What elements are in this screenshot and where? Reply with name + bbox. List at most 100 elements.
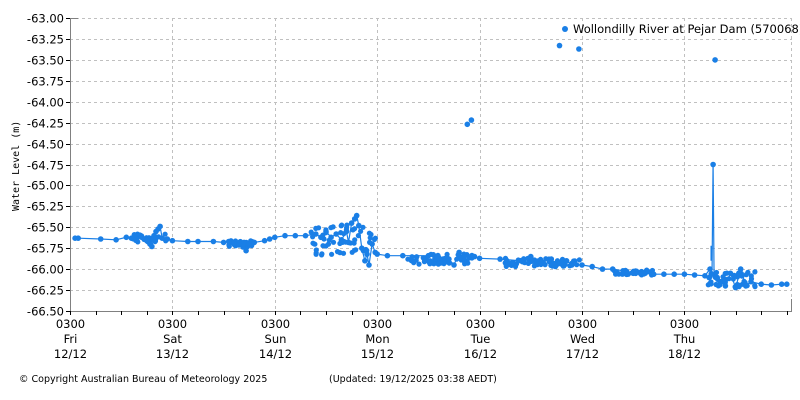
data-point bbox=[425, 252, 432, 259]
data-point bbox=[318, 234, 324, 241]
svg-text:16/12: 16/12 bbox=[464, 347, 497, 361]
svg-text:0300: 0300 bbox=[56, 317, 85, 331]
data-point bbox=[251, 239, 258, 246]
y-tick-label: -64.25 bbox=[27, 117, 64, 131]
data-point bbox=[528, 253, 534, 260]
data-point bbox=[748, 278, 754, 285]
data-point bbox=[768, 282, 775, 288]
data-point bbox=[497, 256, 503, 262]
data-point bbox=[328, 234, 334, 241]
data-point bbox=[517, 258, 524, 264]
copyright-text: © Copyright Australian Bureau of Meteoro… bbox=[19, 374, 268, 385]
data-point bbox=[292, 232, 299, 239]
data-point bbox=[589, 263, 595, 270]
svg-text:14/12: 14/12 bbox=[259, 347, 292, 361]
svg-text:13/12: 13/12 bbox=[156, 347, 189, 361]
data-point bbox=[159, 235, 165, 241]
data-point bbox=[650, 271, 657, 278]
svg-text:0300: 0300 bbox=[670, 317, 699, 331]
data-point bbox=[661, 271, 667, 278]
data-point bbox=[220, 239, 227, 246]
data-point bbox=[366, 262, 372, 268]
data-point bbox=[169, 237, 176, 244]
data-point bbox=[461, 258, 468, 264]
data-point bbox=[356, 222, 362, 229]
data-point bbox=[333, 231, 340, 237]
data-point bbox=[737, 266, 744, 272]
data-point bbox=[558, 259, 565, 266]
data-point bbox=[246, 241, 252, 247]
series-wollondilly-river[interactable] bbox=[72, 42, 790, 291]
data-point bbox=[128, 235, 135, 241]
data-point bbox=[266, 236, 273, 242]
data-point bbox=[620, 268, 626, 274]
y-tick-label: -63.00 bbox=[27, 12, 64, 26]
data-point bbox=[243, 247, 249, 254]
data-point bbox=[743, 283, 749, 289]
data-point bbox=[671, 271, 677, 278]
data-point bbox=[364, 251, 370, 257]
data-point bbox=[362, 258, 368, 264]
data-point bbox=[569, 262, 575, 268]
data-point bbox=[302, 232, 309, 239]
data-point bbox=[476, 255, 483, 262]
data-point bbox=[468, 117, 475, 123]
data-point bbox=[599, 266, 606, 272]
data-point bbox=[471, 253, 478, 260]
data-point bbox=[185, 238, 191, 245]
x-axis-ticks: 0300Fri12/120300Sat13/120300Sun14/120300… bbox=[54, 311, 788, 361]
data-point bbox=[323, 228, 329, 235]
series-line bbox=[75, 213, 787, 290]
data-point bbox=[133, 236, 140, 242]
y-tick-label: -65.75 bbox=[27, 242, 64, 256]
data-point bbox=[722, 283, 729, 289]
data-point bbox=[236, 242, 242, 248]
data-point bbox=[707, 266, 713, 272]
data-point bbox=[157, 223, 163, 230]
data-point bbox=[313, 231, 319, 237]
data-point bbox=[400, 252, 406, 259]
data-point bbox=[261, 237, 268, 244]
svg-text:15/12: 15/12 bbox=[361, 347, 394, 361]
data-point bbox=[446, 256, 452, 262]
data-point bbox=[75, 235, 81, 241]
data-point bbox=[640, 270, 647, 277]
data-point bbox=[359, 245, 365, 251]
data-point bbox=[784, 281, 790, 288]
svg-text:17/12: 17/12 bbox=[566, 347, 599, 361]
data-point bbox=[241, 239, 247, 246]
data-point bbox=[548, 256, 555, 262]
data-point bbox=[576, 46, 582, 52]
data-point bbox=[343, 228, 350, 235]
legend-label: Wollondilly River at Pejar Dam (570068) bbox=[573, 22, 800, 36]
data-point bbox=[702, 273, 708, 279]
data-point bbox=[538, 259, 544, 266]
data-point bbox=[338, 237, 345, 243]
data-point bbox=[384, 252, 391, 259]
y-tick-label: -66.25 bbox=[27, 284, 64, 298]
y-axis-label: Water Level (m) bbox=[11, 121, 22, 211]
data-point bbox=[231, 240, 237, 246]
svg-text:Tue: Tue bbox=[470, 332, 491, 346]
svg-text:Fri: Fri bbox=[64, 332, 78, 346]
data-point bbox=[710, 161, 716, 168]
y-tick-label: -65.50 bbox=[27, 221, 64, 235]
y-tick-label: -64.75 bbox=[27, 159, 64, 173]
svg-text:Mon: Mon bbox=[365, 332, 389, 346]
legend: Wollondilly River at Pejar Dam (570068) bbox=[562, 22, 800, 36]
data-point bbox=[149, 243, 155, 250]
y-tick-label: -63.75 bbox=[27, 75, 64, 89]
data-point bbox=[97, 236, 104, 242]
svg-text:0300: 0300 bbox=[261, 317, 290, 331]
y-tick-label: -66.50 bbox=[27, 305, 64, 319]
y-tick-label: -65.00 bbox=[27, 179, 64, 193]
data-point bbox=[691, 272, 698, 278]
data-point bbox=[210, 238, 217, 245]
data-point bbox=[712, 57, 718, 63]
data-point bbox=[435, 254, 442, 261]
data-point bbox=[727, 270, 734, 277]
